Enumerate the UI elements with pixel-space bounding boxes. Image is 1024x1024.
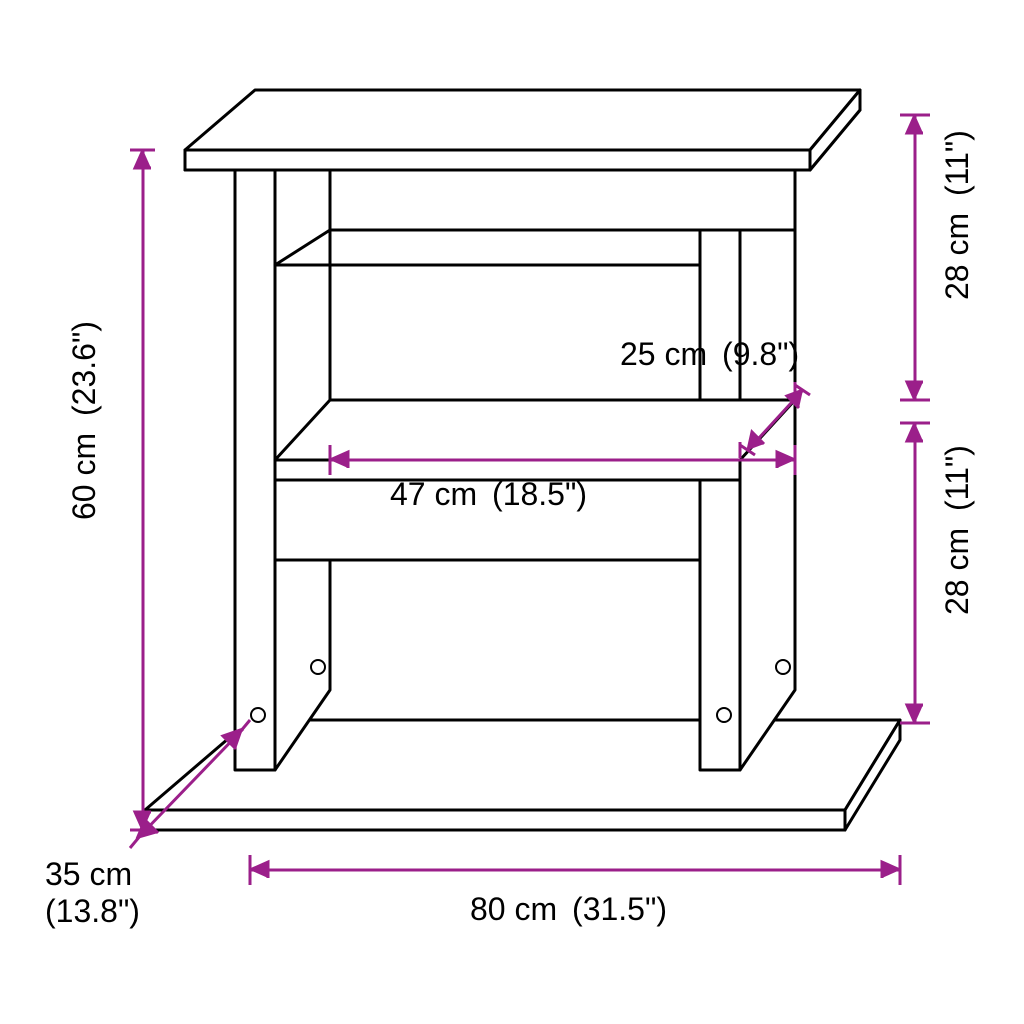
label-width: 80 cm (31.5") (470, 891, 667, 927)
dim-height (130, 150, 155, 830)
txt-lg-m: 28 cm (939, 528, 975, 615)
dim-width (250, 855, 900, 885)
dim-upper-gap (900, 115, 930, 400)
label-lower-gap: 28 cm (11") (939, 445, 975, 615)
label-shelf-depth: 25 cm (9.8") (620, 336, 799, 372)
label-depth: 35 cm (45, 856, 132, 892)
txt-w-i: (31.5") (572, 891, 667, 927)
dim-lower-gap (900, 423, 930, 723)
dimension-diagram: 60 cm (23.6") 28 cm (11") 28 cm (11") 25… (0, 0, 1024, 1024)
txt-d-i: (13.8") (45, 893, 140, 929)
txt-sw-i: (18.5") (492, 476, 587, 512)
label-depth-imp: (13.8") (45, 893, 140, 929)
label-height-metric: 60 cm (23.6") (66, 321, 102, 520)
txt-d-m: 35 cm (45, 856, 132, 892)
txt-w-m: 80 cm (470, 891, 557, 927)
txt-h-m: 60 cm (66, 433, 102, 520)
txt-sd-m: 25 cm (620, 336, 707, 372)
txt-h-i: (23.6") (66, 321, 102, 416)
txt-lg-i: (11") (939, 445, 975, 511)
txt-ug-m: 28 cm (939, 213, 975, 300)
txt-sd-i: (9.8") (722, 336, 799, 372)
label-upper-gap: 28 cm (11") (939, 130, 975, 300)
txt-ug-i: (11") (939, 130, 975, 196)
txt-sw-m: 47 cm (390, 476, 477, 512)
